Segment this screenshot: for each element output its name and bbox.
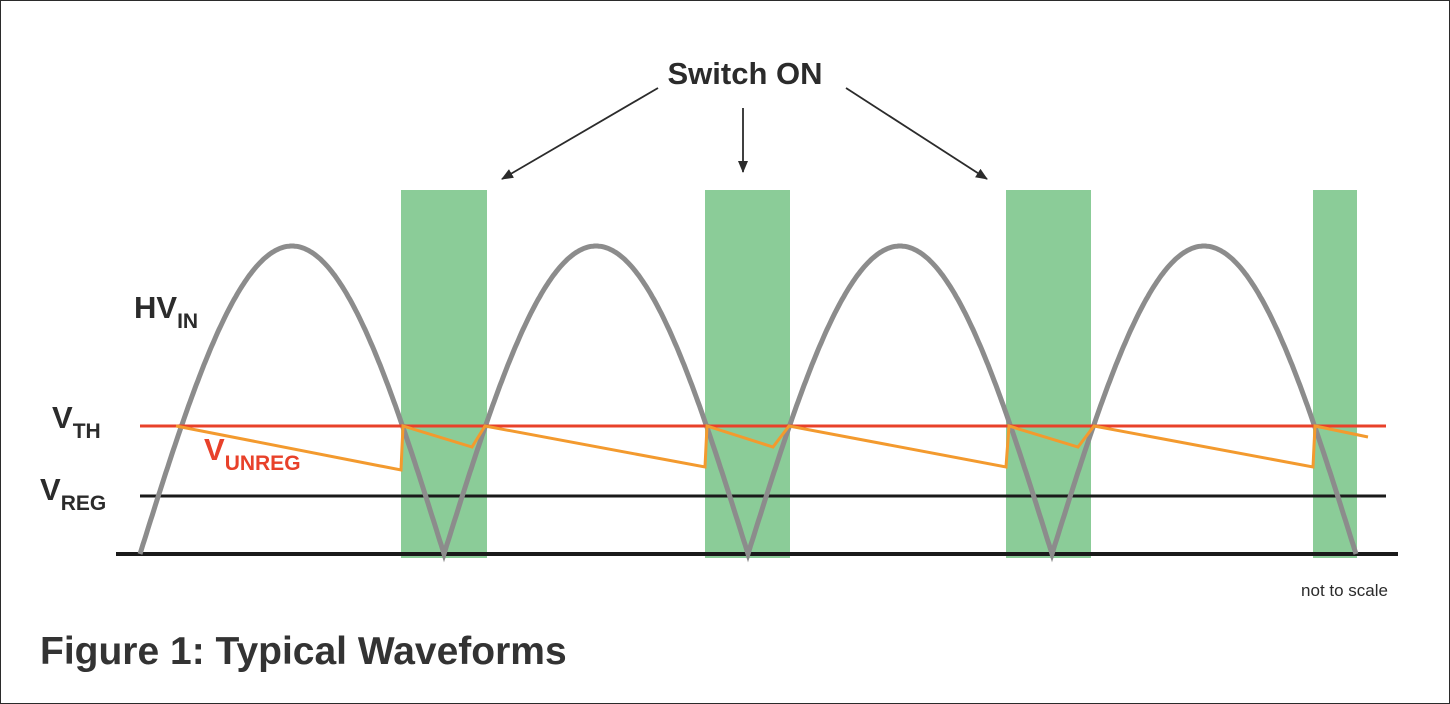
scale-note: not to scale bbox=[1301, 581, 1388, 600]
v-reg-label: VREG bbox=[40, 472, 106, 515]
v-th-label: VTH bbox=[52, 400, 101, 443]
v-unreg-waveform bbox=[175, 423, 1369, 472]
switch-on-window bbox=[401, 190, 487, 558]
switch-on-window bbox=[705, 190, 790, 558]
switch-on-window bbox=[1006, 190, 1091, 558]
switch-on-arrow bbox=[501, 87, 659, 180]
switch-on-window bbox=[1313, 190, 1357, 558]
hv-in-waveform bbox=[137, 243, 1359, 563]
switch-on-arrow bbox=[845, 87, 988, 180]
switch-on-annotation: Switch ON bbox=[667, 56, 822, 91]
v-unreg-label: VUNREG bbox=[204, 432, 301, 475]
figure-caption: Figure 1: Typical Waveforms bbox=[40, 630, 567, 673]
hv-in-label: HVIN bbox=[134, 290, 198, 333]
